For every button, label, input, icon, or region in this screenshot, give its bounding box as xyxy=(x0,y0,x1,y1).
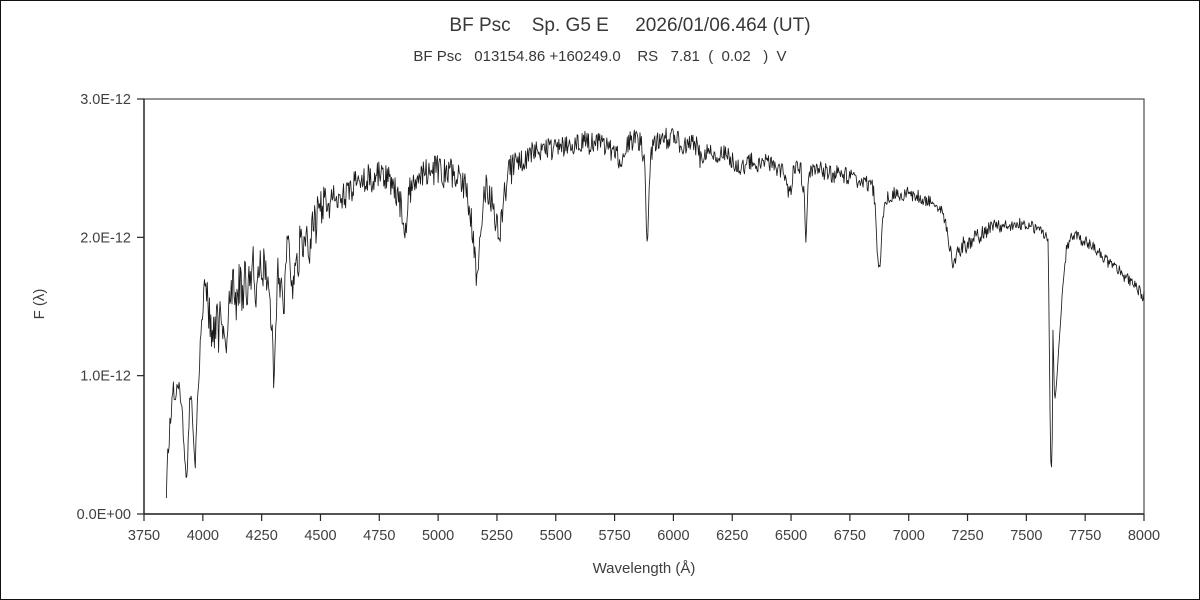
plot-area xyxy=(143,98,1145,515)
chart-subtitle: BF Psc 013154.86 +160249.0 RS 7.81 ( 0.0… xyxy=(413,48,787,65)
x-axis-tick-label: 6250 xyxy=(716,528,748,544)
x-axis-tick-label: 7500 xyxy=(1010,528,1042,544)
x-axis-tick-label: 7000 xyxy=(893,528,925,544)
x-axis-tick-label: 3750 xyxy=(128,528,160,544)
x-axis-tick-label: 7250 xyxy=(951,528,983,544)
y-axis-tick-label: 1.0E-12 xyxy=(80,369,131,385)
chart-title: BF Psc Sp. G5 E 2026/01/06.464 (UT) xyxy=(449,15,811,36)
y-axis-tick-label: 0.0E+00 xyxy=(77,507,131,523)
x-axis-label: Wavelength (Å) xyxy=(592,560,696,577)
x-axis-tick-label: 5250 xyxy=(481,528,513,544)
x-axis-tick-label: 6000 xyxy=(657,528,689,544)
x-axis-tick-label: 5500 xyxy=(540,528,572,544)
x-axis-tick-label: 7750 xyxy=(1069,528,1101,544)
x-axis-tick-label: 8000 xyxy=(1128,528,1160,544)
x-axis-tick-label: 5000 xyxy=(422,528,454,544)
y-axis-label: F (λ) xyxy=(30,288,48,320)
x-axis-tick-label: 6750 xyxy=(834,528,866,544)
x-axis-tick-label: 4250 xyxy=(246,528,278,544)
x-axis-tick-label: 5750 xyxy=(598,528,630,544)
x-axis-tick-label: 6500 xyxy=(775,528,807,544)
x-axis-tick-label: 4750 xyxy=(363,528,395,544)
y-axis-tick-label: 2.0E-12 xyxy=(80,230,131,246)
spectrum-line xyxy=(165,127,1145,499)
x-axis-tick-label: 4500 xyxy=(304,528,336,544)
y-axis-tick-label: 3.0E-12 xyxy=(80,92,131,108)
x-axis-tick-label: 4000 xyxy=(187,528,219,544)
